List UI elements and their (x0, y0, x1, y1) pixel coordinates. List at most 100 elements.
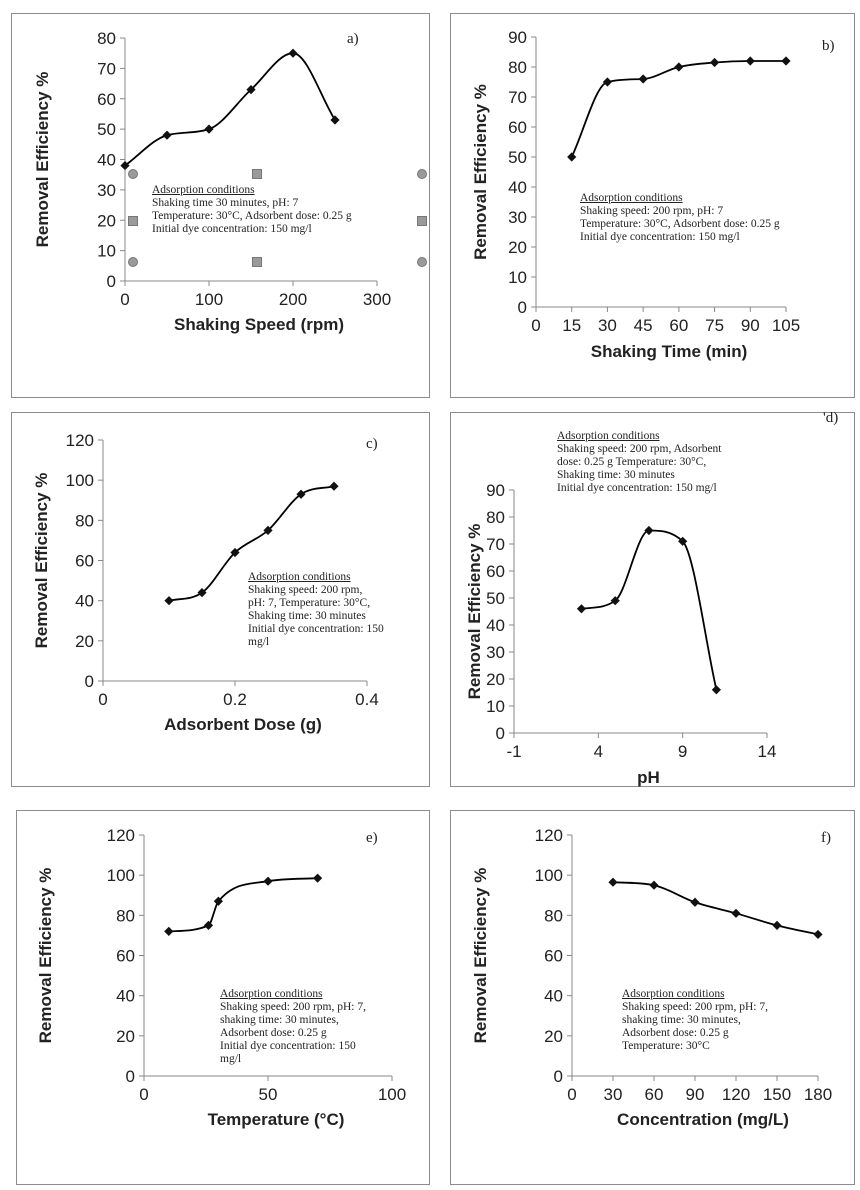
x-tick-label: 75 (705, 316, 724, 335)
x-tick-label: 300 (363, 290, 391, 309)
data-point (162, 130, 172, 140)
note-heading: Adsorption conditions (152, 184, 255, 196)
y-tick-label: 60 (97, 90, 116, 109)
data-point (731, 908, 741, 918)
y-tick-label: 100 (535, 866, 563, 885)
x-tick-label: 0 (139, 1085, 148, 1104)
data-point (204, 124, 214, 134)
chart-e-note: Adsorption conditions Shaking speed: 200… (220, 988, 420, 1066)
y-tick-label: 60 (75, 552, 94, 571)
note-line: pH: 7, Temperature: 30°C, (248, 597, 371, 609)
x-axis-title: Concentration (mg/L) (617, 1110, 789, 1129)
chart-d-svg: 0 10 20 30 40 50 60 70 80 90 -1 4 9 14 pH Removal Effic… (450, 410, 855, 787)
note-line: Initial dye concentration: 150 mg/l (580, 231, 740, 243)
y-tick-label: 70 (508, 88, 527, 107)
x-tick-label: 9 (678, 742, 687, 761)
data-point (313, 873, 323, 883)
chart-b-svg: 0 10 20 30 40 50 60 70 80 90 0 15 30 45 60 75 90 105 Shaki… (450, 13, 855, 398)
y-tick-label: 120 (107, 826, 135, 845)
chart-f-note: Adsorption conditions Shaking speed: 200… (622, 988, 822, 1053)
x-tick-label: -1 (506, 742, 521, 761)
y-axis-title: Removal Efficiency % (471, 868, 490, 1044)
note-line: Initial dye concentration: 150 mg/l (557, 482, 717, 494)
y-tick-label: 0 (85, 672, 94, 691)
y-tick-label: 30 (97, 181, 116, 200)
note-line: Adsorbent dose: 0.25 g (220, 1027, 327, 1039)
resize-handle-corner (417, 257, 427, 267)
y-tick-label: 0 (126, 1067, 135, 1086)
data-point (203, 920, 214, 930)
data-point (246, 85, 256, 95)
chart-panel-b: 0 10 20 30 40 50 60 70 80 90 0 15 30 45 60 75 90 105 Shaki… (450, 13, 855, 398)
data-point (288, 48, 298, 58)
note-line: Shaking time 30 minutes, pH: 7 (152, 197, 299, 209)
y-tick-label: 40 (544, 987, 563, 1006)
chart-panel-c: 0 20 40 60 80 100 120 0 0.2 0.4 Adsorbent Dose (g)… (11, 412, 430, 787)
resize-handle-corner (417, 169, 427, 179)
x-tick-label: 0 (120, 290, 129, 309)
y-tick-label: 80 (75, 511, 94, 530)
note-line: Shaking time: 30 minutes (248, 610, 366, 622)
chart-frame (450, 810, 855, 1185)
y-tick-label: 60 (486, 562, 505, 581)
chart-frame (16, 810, 430, 1185)
panel-label: b) (822, 38, 835, 54)
y-tick-label: 10 (486, 697, 505, 716)
y-tick-label: 90 (508, 28, 527, 47)
y-tick-label: 40 (508, 178, 527, 197)
note-heading: Adsorption conditions (248, 571, 351, 583)
chart-b-note: Adsorption conditions Shaking speed: 200… (580, 192, 850, 244)
data-point (230, 547, 240, 558)
chart-d-note: Adsorption conditions Shaking speed: 200… (557, 430, 787, 495)
y-tick-label: 20 (75, 632, 94, 651)
x-tick-label: 120 (722, 1085, 750, 1104)
chart-frame (11, 412, 430, 787)
y-axis-title: Removal Efficiency % (465, 524, 484, 700)
y-tick-label: 30 (486, 643, 505, 662)
y-tick-label: 30 (508, 208, 527, 227)
y-tick-label: 40 (116, 987, 135, 1006)
y-tick-label: 20 (544, 1027, 563, 1046)
note-line: Initial dye concentration: 150 mg/l (152, 223, 312, 235)
y-tick-label: 40 (97, 151, 116, 170)
y-axis-title: Removal Efficiency % (471, 84, 490, 260)
y-tick-label: 120 (535, 826, 563, 845)
data-point (263, 525, 273, 535)
y-tick-label: 120 (66, 431, 94, 450)
x-tick-label: 90 (686, 1085, 705, 1104)
data-point (329, 481, 339, 491)
chart-a-note[interactable]: Adsorption conditions Shaking time 30 mi… (152, 184, 392, 236)
resize-handle-corner (128, 169, 138, 179)
x-axis-title: Shaking Time (min) (591, 342, 748, 361)
chart-frame (450, 412, 855, 787)
x-tick-label: 60 (669, 316, 688, 335)
y-tick-label: 20 (97, 211, 116, 230)
data-point (690, 897, 700, 907)
data-point (781, 56, 791, 66)
chart-panel-f: 0 20 40 60 80 100 120 0 30 60 90 120 150 180 Concentra… (450, 810, 855, 1185)
chart-panel-a: 0 10 20 30 40 50 60 70 80 0 100 200 300 Shaking Speed… (11, 13, 430, 398)
y-tick-label: 100 (107, 866, 135, 885)
x-axis-title: pH (637, 768, 660, 787)
x-tick-label: 60 (645, 1085, 664, 1104)
y-tick-label: 10 (97, 242, 116, 261)
chart-c-svg: 0 20 40 60 80 100 120 0 0.2 0.4 Adsorbent Dose (g)… (11, 412, 430, 787)
data-point (772, 920, 782, 930)
x-tick-label: 0 (98, 690, 107, 709)
note-line: Temperature: 30°C, Adsorbent dose: 0.25 … (152, 210, 352, 222)
x-tick-label: 200 (279, 290, 307, 309)
y-tick-label: 80 (116, 906, 135, 925)
chart-e-svg: 0 20 40 60 80 100 120 0 50 100 Temperature (°C) Rem… (16, 810, 430, 1185)
y-tick-label: 80 (486, 508, 505, 527)
data-point (567, 152, 577, 162)
y-tick-label: 20 (486, 670, 505, 689)
y-tick-label: 80 (544, 906, 563, 925)
y-tick-label: 20 (116, 1027, 135, 1046)
data-point (644, 525, 654, 536)
note-heading: Adsorption conditions (622, 988, 725, 1000)
y-tick-label: 0 (107, 272, 116, 291)
y-tick-label: 80 (508, 58, 527, 77)
note-line: Shaking time: 30 minutes (557, 469, 675, 481)
resize-handle-side (128, 216, 138, 226)
y-tick-label: 10 (508, 268, 527, 287)
